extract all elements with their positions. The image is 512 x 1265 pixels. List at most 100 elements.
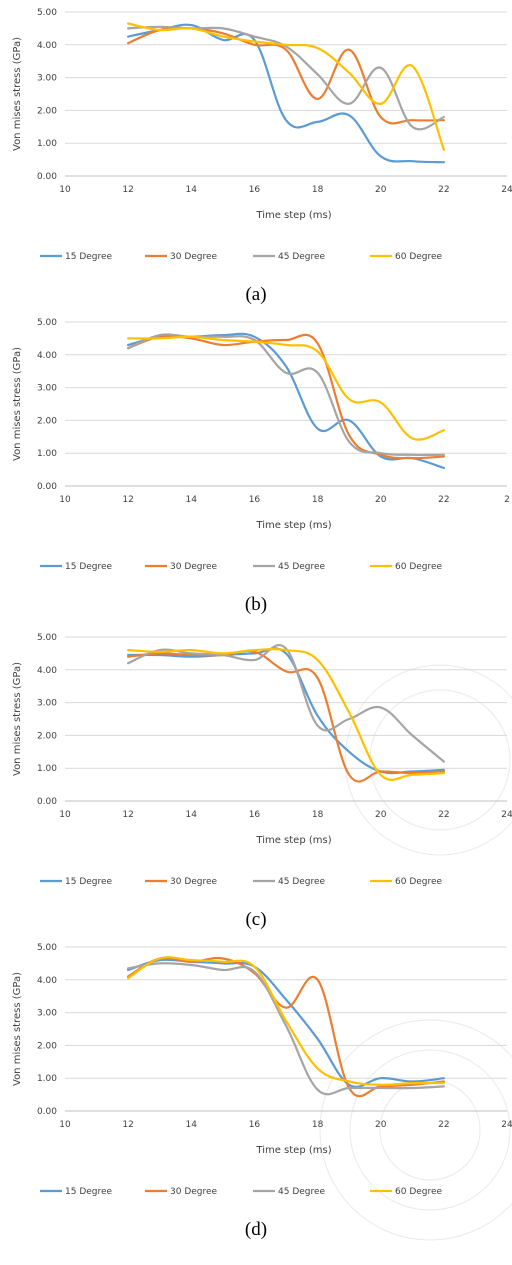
x-axis-title: Time step (ms) — [255, 1145, 331, 1156]
x-axis-title: Time step (ms) — [255, 210, 331, 221]
x-tick-label: 10 — [59, 495, 71, 505]
y-tick-label: 2.00 — [37, 731, 57, 741]
series-line-30-degree — [127, 26, 445, 125]
y-tick-label: 4.00 — [37, 666, 57, 676]
y-tick-label: 5.00 — [37, 943, 57, 953]
x-tick-label: 10 — [59, 1120, 71, 1130]
x-tick-label: 16 — [249, 495, 261, 505]
legend-label: 15 Degree — [65, 877, 113, 887]
y-tick-label: 3.00 — [37, 1009, 57, 1019]
y-axis-title: Von mises stress (GPa) — [12, 347, 23, 461]
panel-label: (d) — [245, 1219, 267, 1240]
x-tick-label: 10 — [59, 185, 71, 195]
y-tick-label: 4.00 — [37, 351, 57, 361]
series-line-45-degree — [127, 962, 445, 1096]
legend-label: 30 Degree — [170, 1187, 218, 1197]
y-tick-label: 4.00 — [37, 41, 57, 51]
x-tick-label: 22 — [438, 1120, 449, 1130]
legend-label: 30 Degree — [170, 877, 218, 887]
x-tick-label: 16 — [249, 810, 261, 820]
panel-label: (c) — [245, 909, 266, 930]
x-tick-label: 24 — [501, 810, 512, 820]
x-tick-label: 18 — [312, 185, 324, 195]
x-tick-label: 24 — [501, 185, 512, 195]
legend-label: 30 Degree — [170, 252, 218, 262]
series-line-60-degree — [127, 335, 445, 441]
series-line-60-degree — [127, 956, 445, 1086]
legend: 15 Degree 30 Degree 45 Degree 60 Degree — [40, 252, 443, 262]
legend-label: 60 Degree — [395, 1187, 443, 1197]
legend-label: 60 Degree — [395, 252, 443, 262]
y-tick-label: 5.00 — [37, 633, 57, 643]
legend-label: 60 Degree — [395, 877, 443, 887]
y-tick-label: 2.00 — [37, 106, 57, 116]
watermark-ring — [349, 1049, 511, 1211]
watermark-ring — [369, 689, 511, 831]
series-line-30-degree — [127, 333, 445, 460]
chart-panel-c: 0.00 1.00 2.00 3.00 4.00 5.00 10 12 14 16 18 20 22 24… — [12, 633, 512, 930]
legend-label: 45 Degree — [278, 1187, 326, 1197]
y-axis-title: Von mises stress (GPa) — [12, 37, 23, 151]
x-tick-label: 16 — [249, 185, 261, 195]
legend: 15 Degree 30 Degree 45 Degree 60 Degree — [40, 1187, 443, 1197]
x-tick-label: 14 — [186, 495, 198, 505]
x-tick-label: 22 — [438, 185, 449, 195]
series-line-15-degree — [127, 23, 445, 164]
y-tick-label: 0.00 — [37, 482, 57, 492]
y-tick-label: 0.00 — [37, 172, 57, 182]
y-tick-label: 1.00 — [37, 139, 57, 149]
x-tick-label: 14 — [186, 810, 198, 820]
y-tick-label: 0.00 — [37, 1107, 57, 1117]
y-axis-title: Von mises stress (GPa) — [12, 972, 23, 1086]
y-tick-label: 2.00 — [37, 416, 57, 426]
panel-label: (a) — [245, 284, 266, 305]
y-tick-label: 2.00 — [37, 1041, 57, 1051]
x-tick-label: 16 — [249, 1120, 261, 1130]
x-tick-label: 20 — [375, 810, 387, 820]
y-tick-label: 3.00 — [37, 74, 57, 84]
series-line-15-degree — [127, 958, 445, 1088]
watermark-ring — [379, 1079, 481, 1181]
series-line-15-degree — [127, 647, 445, 775]
y-tick-label: 0.00 — [37, 797, 57, 807]
legend-label: 30 Degree — [170, 562, 218, 572]
x-tick-label: 10 — [59, 810, 71, 820]
legend: 15 Degree 30 Degree 45 Degree 60 Degree — [40, 877, 443, 887]
legend-label: 15 Degree — [65, 252, 113, 262]
x-tick-label: 12 — [122, 495, 133, 505]
x-axis-title: Time step (ms) — [255, 835, 331, 846]
series-line-60-degree — [127, 648, 445, 781]
y-tick-label: 3.00 — [37, 384, 57, 394]
chart-panel-a: 0.00 1.00 2.00 3.00 4.00 5.00 10 12 14 16 18 20 22 24… — [12, 8, 512, 305]
y-tick-label: 5.00 — [37, 8, 57, 18]
series-line-30-degree — [127, 649, 445, 783]
x-tick-label: 18 — [312, 495, 324, 505]
x-tick-label: 12 — [122, 810, 133, 820]
x-tick-label: 2 — [504, 495, 510, 505]
legend-label: 15 Degree — [65, 562, 113, 572]
x-tick-label: 18 — [312, 1120, 324, 1130]
series-line-45-degree — [127, 333, 445, 457]
y-tick-label: 1.00 — [37, 449, 57, 459]
x-tick-label: 20 — [375, 1120, 387, 1130]
x-tick-label: 22 — [438, 495, 449, 505]
legend-label: 15 Degree — [65, 1187, 113, 1197]
watermark-ring — [344, 664, 512, 856]
panel-label: (b) — [245, 594, 267, 615]
y-tick-label: 5.00 — [37, 318, 57, 328]
y-axis-title: Von mises stress (GPa) — [12, 662, 23, 776]
watermark-ring — [319, 1019, 512, 1241]
legend: 15 Degree 30 Degree 45 Degree 60 Degree — [40, 562, 443, 572]
chart-panel-d: 0.00 1.00 2.00 3.00 4.00 5.00 10 12 14 16 18 20 22 24… — [12, 943, 512, 1240]
y-tick-label: 4.00 — [37, 976, 57, 986]
x-tick-label: 22 — [438, 810, 449, 820]
x-axis-title: Time step (ms) — [255, 520, 331, 531]
x-tick-label: 12 — [122, 185, 133, 195]
x-tick-label: 14 — [186, 1120, 198, 1130]
x-tick-label: 12 — [122, 1120, 133, 1130]
series-line-15-degree — [127, 332, 445, 470]
y-tick-label: 1.00 — [37, 1074, 57, 1084]
legend-label: 60 Degree — [395, 562, 443, 572]
x-tick-label: 20 — [375, 185, 387, 195]
